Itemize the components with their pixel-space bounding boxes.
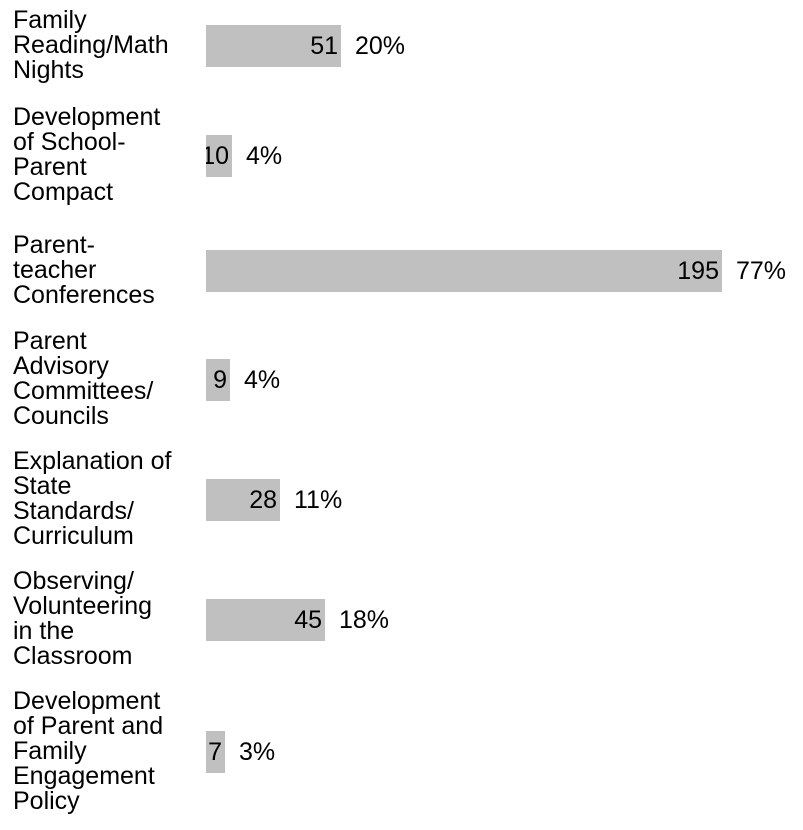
bar-value-label: 7 — [208, 738, 222, 766]
bar-value-label: 10 — [206, 142, 229, 170]
bar-value-label: 45 — [294, 606, 322, 634]
category-label: Development of Parent and Family Engagem… — [13, 687, 164, 815]
bar: 10 — [206, 135, 232, 177]
percent-label: 4% — [246, 142, 283, 170]
bar: 7 — [206, 731, 225, 773]
category-label: Parent Advisory Committees/ Councils — [13, 327, 154, 430]
percent-label: 18% — [339, 606, 390, 634]
percent-label: 77% — [736, 257, 787, 285]
bar: 45 — [206, 599, 325, 641]
bar-value-label: 28 — [249, 486, 277, 514]
percent-label: 4% — [244, 366, 281, 394]
percent-label: 3% — [239, 738, 276, 766]
bar: 51 — [206, 25, 341, 67]
bar: 28 — [206, 479, 280, 521]
category-label: Family Reading/Math Nights — [13, 6, 169, 84]
category-label: Observing/ Volunteering in the Classroom — [13, 567, 153, 670]
category-label: Parent- teacher Conferences — [13, 231, 155, 309]
bar: 9 — [206, 359, 230, 401]
bar-value-label: 51 — [310, 32, 338, 60]
percent-label: 11% — [294, 486, 343, 514]
bar: 195 — [206, 250, 722, 292]
category-label: Explanation of State Standards/ Curricul… — [13, 447, 172, 550]
bar-value-label: 9 — [213, 366, 227, 394]
percent-label: 20% — [355, 32, 406, 60]
category-label: Development of School- Parent Compact — [13, 103, 161, 206]
bar-value-label: 195 — [677, 257, 719, 285]
